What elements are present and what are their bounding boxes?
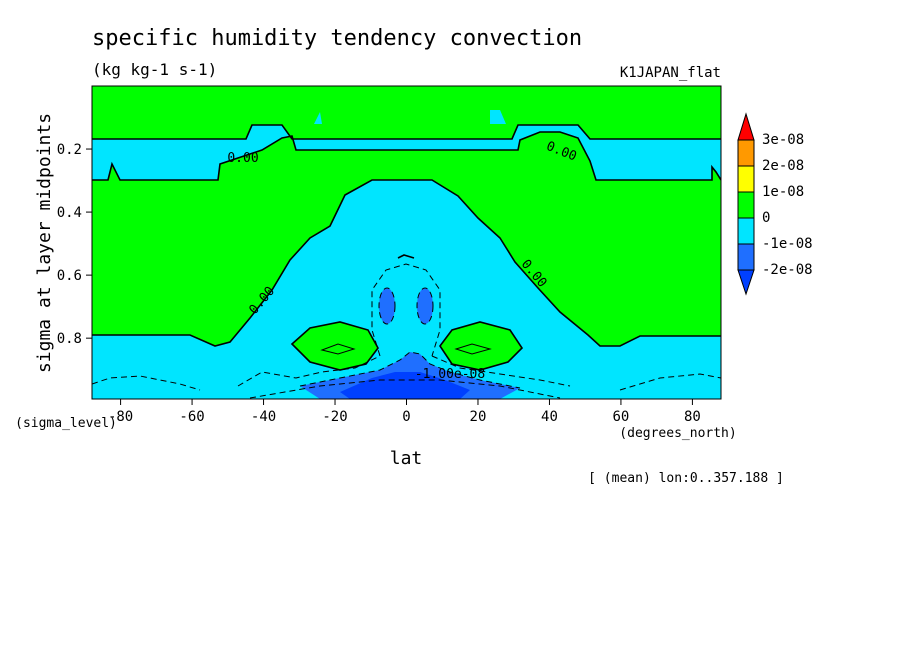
colorbar-label: 3e-08 bbox=[762, 132, 804, 148]
colorbar-bottom-arrow bbox=[737, 269, 755, 296]
colorbar: 3e-08 2e-08 1e-08 0 -1e-08 -2e-08 bbox=[737, 112, 813, 296]
x-tick-label: -80 bbox=[108, 409, 133, 425]
run-label: K1JAPAN_flat bbox=[620, 65, 721, 81]
contour-label: 0.00 bbox=[227, 151, 258, 166]
field-deep-blue-core bbox=[340, 372, 470, 399]
chart-units: (kg kg-1 s-1) bbox=[92, 60, 217, 79]
plot-area: 0.00 0.00 0.00 0.00 -1.00e-08 bbox=[92, 86, 721, 399]
field-blue-oval-right bbox=[417, 288, 433, 324]
x-tick-label: -60 bbox=[179, 409, 204, 425]
y-tick-label: 0.4 bbox=[57, 205, 82, 221]
colorbar-swatch bbox=[737, 191, 755, 219]
field-cyan-blip-right bbox=[490, 110, 506, 124]
contour-negative-lines bbox=[92, 263, 721, 399]
field-blue-oval-left bbox=[379, 288, 395, 324]
colorbar-swatch bbox=[737, 243, 755, 271]
chart-title: specific humidity tendency convection bbox=[92, 26, 582, 51]
colorbar-label: -1e-08 bbox=[762, 236, 813, 252]
colorbar-swatch bbox=[737, 139, 755, 167]
x-axis: -80 -60 -40 -20 0 20 40 60 80 bbox=[108, 399, 701, 425]
footer-note: [ (mean) lon:0..357.188 ] bbox=[588, 471, 784, 486]
y-tick-label: 0.2 bbox=[57, 142, 82, 158]
field-cyan-upper-band bbox=[92, 125, 721, 180]
x-tick-label: 40 bbox=[541, 409, 558, 425]
x-tick-label: 20 bbox=[470, 409, 487, 425]
colorbar-top-arrow bbox=[737, 112, 755, 141]
x-axis-units: (degrees_north) bbox=[619, 426, 736, 441]
y-axis: 0.2 0.4 0.6 0.8 bbox=[57, 142, 92, 347]
colorbar-label: 1e-08 bbox=[762, 184, 804, 200]
field-cyan-dome bbox=[92, 180, 721, 399]
x-axis-title: lat bbox=[390, 448, 423, 469]
colorbar-label: 2e-08 bbox=[762, 158, 804, 174]
field-cyan-blip-left bbox=[314, 112, 322, 124]
x-tick-label: -20 bbox=[322, 409, 347, 425]
contour-zero-lines bbox=[92, 124, 721, 371]
x-tick-label: 60 bbox=[613, 409, 630, 425]
x-tick-label: 80 bbox=[684, 409, 701, 425]
y-tick-label: 0.6 bbox=[57, 268, 82, 284]
y-axis-title: sigma at layer midpoints bbox=[34, 113, 55, 373]
y-tick-label: 0.8 bbox=[57, 331, 82, 347]
colorbar-label: 0 bbox=[762, 210, 770, 226]
field-green-lobe-left bbox=[292, 322, 378, 370]
x-tick-label: 0 bbox=[402, 409, 410, 425]
colorbar-label: -2e-08 bbox=[762, 262, 813, 278]
y-axis-units: (sigma_level) bbox=[15, 416, 117, 431]
x-tick-label: -40 bbox=[251, 409, 276, 425]
colorbar-swatch bbox=[737, 165, 755, 193]
colorbar-swatch bbox=[737, 217, 755, 245]
contour-label: -1.00e-08 bbox=[415, 367, 485, 382]
